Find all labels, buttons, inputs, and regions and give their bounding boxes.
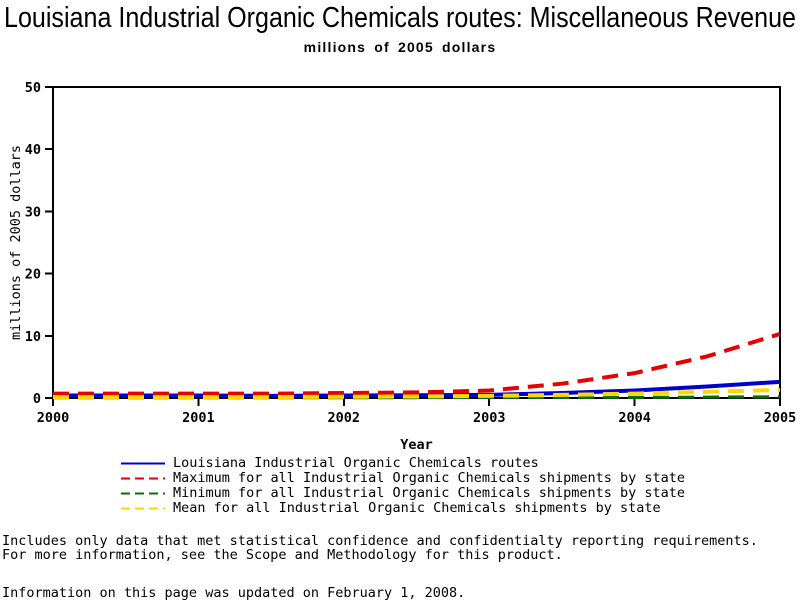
- legend-item-label: Maximum for all Industrial Organic Chemi…: [173, 470, 686, 486]
- legend-line-sample: [121, 462, 165, 465]
- y-tick-label: 0: [33, 391, 41, 407]
- legend-item-label: Minimum for all Industrial Organic Chemi…: [173, 485, 686, 501]
- y-axis-title: millions of 2005 dollars: [8, 145, 24, 340]
- legend-item-label: Mean for all Industrial Organic Chemical…: [173, 500, 661, 516]
- x-tick-label: 2000: [37, 410, 70, 426]
- series-line-3: [53, 387, 781, 400]
- y-tick-label: 40: [25, 142, 41, 158]
- title-banner: Louisiana Industrial Organic Chemicals r…: [4, 2, 796, 34]
- y-tick-label: 30: [25, 204, 41, 220]
- legend-item: Maximum for all Industrial Organic Chemi…: [120, 471, 685, 486]
- line-chart: 0 10 20 30 40 50 2000 2001 2002 2003 2004 2005 Year m…: [8, 80, 797, 453]
- x-tick-label: 2002: [328, 410, 361, 426]
- legend-item: Minimum for all Industrial Organic Chemi…: [120, 486, 685, 501]
- y-tick-label: 20: [25, 267, 41, 283]
- y-tick-label: 50: [25, 80, 41, 96]
- chart-legend: Louisiana Industrial Organic Chemicals r…: [120, 456, 685, 516]
- chart-subtitle: millions of 2005 dollars: [303, 39, 497, 55]
- footnote-block: Includes only data that met statistical …: [2, 534, 758, 562]
- footnote-line-2: For more information, see the Scope and …: [2, 547, 563, 563]
- x-axis-title: Year: [400, 437, 433, 453]
- legend-item: Louisiana Industrial Organic Chemicals r…: [120, 456, 685, 471]
- series-line-1: [53, 332, 781, 396]
- legend-line-sample: [121, 507, 165, 510]
- plot-frame: [52, 86, 781, 399]
- legend-item-label: Louisiana Industrial Organic Chemicals r…: [173, 455, 539, 471]
- x-tick-label: 2004: [618, 410, 651, 426]
- x-tick-label: 2001: [182, 410, 215, 426]
- y-tick-label: 10: [25, 329, 41, 345]
- legend-item: Mean for all Industrial Organic Chemical…: [120, 501, 685, 516]
- x-tick-label: 2005: [764, 410, 797, 426]
- x-tick-label: 2003: [473, 410, 506, 426]
- legend-line-sample: [121, 492, 165, 495]
- page-title: Louisiana Industrial Organic Chemicals r…: [4, 2, 796, 34]
- update-note: Information on this page was updated on …: [2, 585, 466, 601]
- legend-line-sample: [121, 477, 165, 480]
- footnote-line-1: Includes only data that met statistical …: [2, 533, 758, 549]
